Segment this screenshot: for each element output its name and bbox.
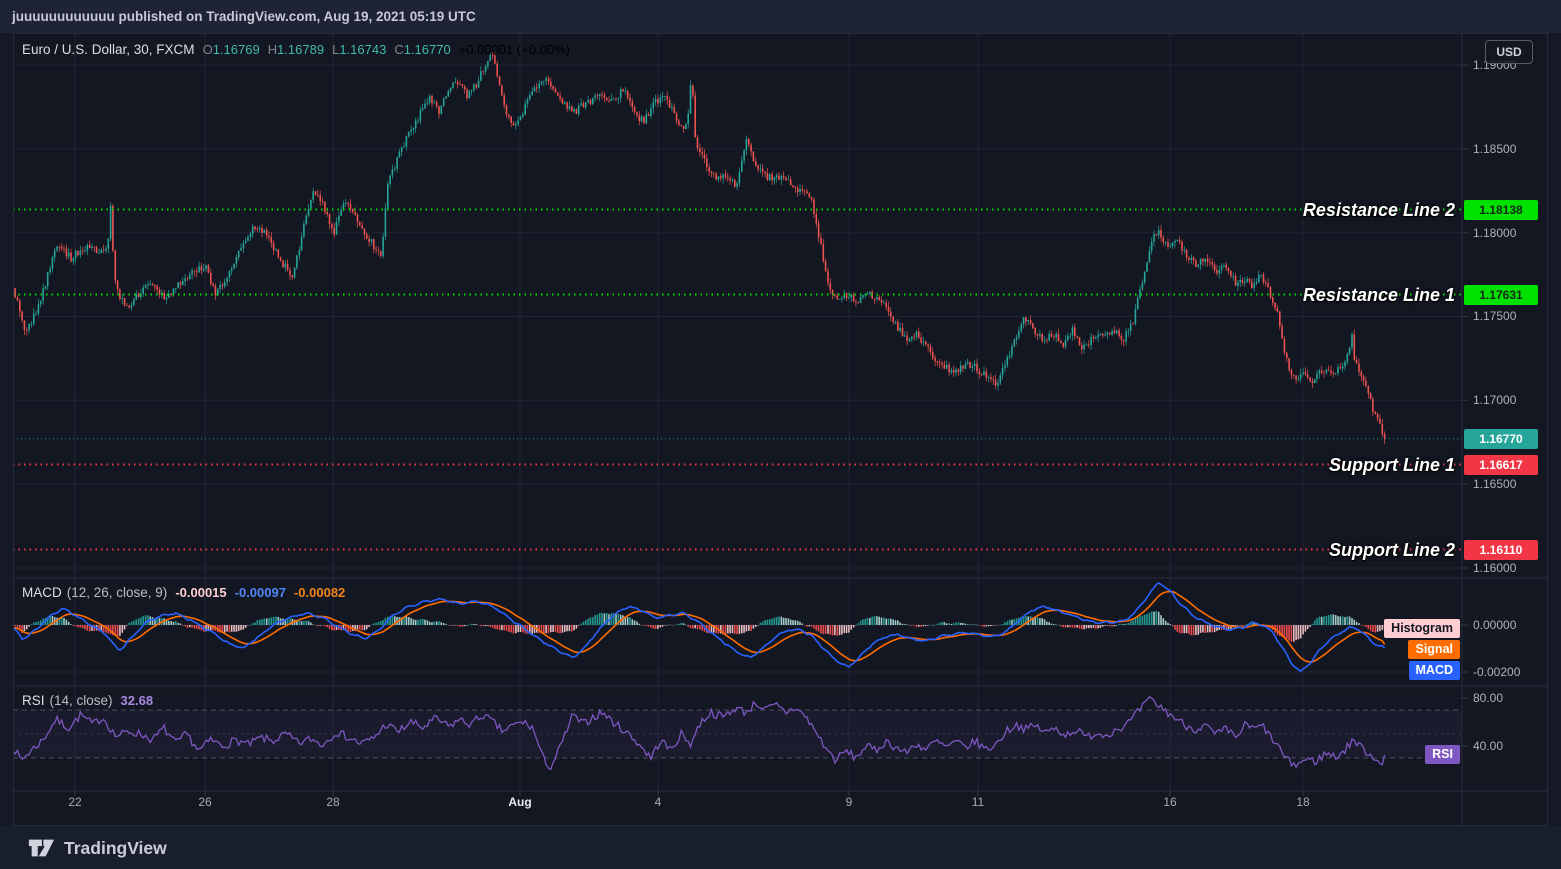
- series-badge-rsi: RSI: [1425, 744, 1460, 764]
- time-axis-label: 4: [654, 795, 662, 809]
- ohlc-low: L1.16743: [332, 42, 387, 57]
- rsi-params: (14, close): [49, 693, 113, 708]
- macd-tick-label: 0.00000: [1473, 618, 1517, 632]
- rsi-title: RSI: [22, 693, 45, 708]
- line-label: Support Line 2: [1329, 539, 1455, 560]
- macd-title: MACD: [22, 585, 62, 600]
- price-tick-label: 1.16500: [1473, 477, 1517, 492]
- candles-layer: [13, 50, 1386, 444]
- line-label: Resistance Line 1: [1302, 284, 1455, 305]
- tradingview-logo-text: TradingView: [64, 837, 167, 858]
- currency-badge[interactable]: USD: [1485, 40, 1533, 64]
- support-price-label: 1.16617: [1464, 454, 1538, 475]
- resistance-price-label: 1.18138: [1464, 199, 1538, 220]
- time-axis-label: 22: [68, 795, 82, 809]
- ohlc-change: +0.00001 (+0.00%): [458, 42, 571, 57]
- macd-params: (12, 26, close, 9): [66, 585, 168, 600]
- rsi-value: 32.68: [120, 693, 154, 708]
- price-tick-label: 1.16000: [1473, 560, 1517, 575]
- macd-layer: [13, 581, 1386, 673]
- macd-histogram-value: -0.00015: [175, 585, 227, 600]
- chart-widget: Euro / U.S. Dollar, 30, FXCM O1.16769 H1…: [13, 33, 1548, 826]
- macd-signal-value: -0.00082: [293, 585, 346, 600]
- rsi-legend: RSI (14, close) 32.68: [22, 693, 153, 708]
- currency-badge-label: USD: [1496, 45, 1522, 59]
- ohlc-close: C1.16770: [394, 42, 451, 57]
- time-axis-label: Aug: [508, 795, 532, 809]
- rsi-tick-label: 80.00: [1473, 691, 1504, 705]
- last-price-label: 1.16770: [1464, 428, 1538, 449]
- rsi-layer: [13, 695, 1386, 771]
- macd-tick-label: -0.00200: [1473, 665, 1521, 679]
- footer-bar: TradingView: [0, 826, 1561, 869]
- price-tick-label: 1.17000: [1473, 393, 1517, 408]
- time-axis-label: 26: [198, 795, 212, 809]
- price-tick-label: 1.18500: [1473, 141, 1517, 156]
- price-tick-label: 1.17500: [1473, 309, 1517, 324]
- macd-line-value: -0.00097: [234, 585, 286, 600]
- symbol-title: Euro / U.S. Dollar, 30, FXCM: [22, 42, 195, 57]
- publish-banner-text: juuuuuuuuuuuu published on TradingView.c…: [12, 9, 476, 24]
- ohlc-high: H1.16789: [267, 42, 325, 57]
- series-badge-macd: MACD: [1408, 660, 1460, 680]
- time-axis-label: 18: [1296, 795, 1310, 809]
- time-scale[interactable]: [13, 791, 1462, 826]
- time-axis-label: 16: [1163, 795, 1177, 809]
- time-axis-label: 28: [326, 795, 340, 809]
- chart-canvas[interactable]: [13, 33, 1548, 826]
- resistance-price-label: 1.17631: [1464, 284, 1538, 305]
- rsi-tick-label: 40.00: [1473, 739, 1504, 753]
- tradingview-mark-icon: [28, 839, 55, 857]
- tradingview-logo[interactable]: TradingView: [27, 835, 167, 861]
- symbol-legend: Euro / U.S. Dollar, 30, FXCM O1.16769 H1…: [22, 42, 570, 57]
- line-label: Support Line 1: [1329, 454, 1455, 475]
- line-label: Resistance Line 2: [1302, 199, 1455, 220]
- macd-legend: MACD (12, 26, close, 9) -0.00015 -0.0009…: [22, 585, 345, 600]
- support-price-label: 1.16110: [1464, 539, 1538, 560]
- ohlc-open: O1.16769: [202, 42, 260, 57]
- price-tick-label: 1.18000: [1473, 225, 1517, 240]
- series-badge-histogram: Histogram: [1384, 618, 1460, 638]
- time-axis-label: 9: [845, 795, 853, 809]
- time-axis-label: 11: [971, 795, 985, 809]
- series-badge-signal: Signal: [1408, 639, 1460, 659]
- publish-banner: juuuuuuuuuuuu published on TradingView.c…: [0, 0, 1561, 33]
